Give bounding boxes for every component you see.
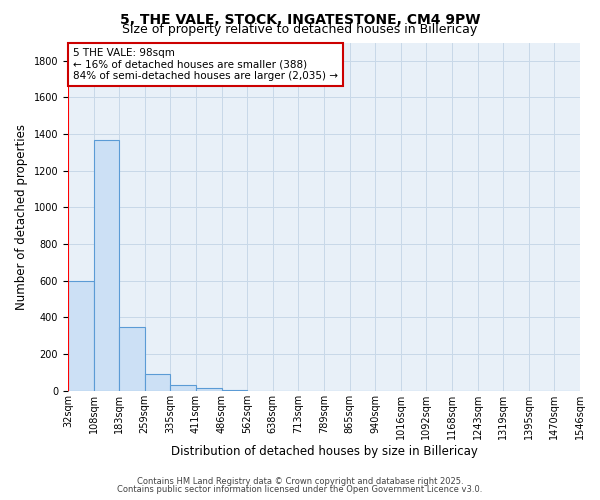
Bar [145,374,170,391]
Bar [221,390,247,391]
Bar [170,386,196,391]
Text: 5, THE VALE, STOCK, INGATESTONE, CM4 9PW: 5, THE VALE, STOCK, INGATESTONE, CM4 9PW [120,12,480,26]
Text: 5 THE VALE: 98sqm
← 16% of detached houses are smaller (388)
84% of semi-detache: 5 THE VALE: 98sqm ← 16% of detached hous… [73,48,338,81]
Bar [68,281,94,391]
Text: Contains public sector information licensed under the Open Government Licence v3: Contains public sector information licen… [118,484,482,494]
Bar [94,140,119,391]
Y-axis label: Number of detached properties: Number of detached properties [15,124,28,310]
Text: Size of property relative to detached houses in Billericay: Size of property relative to detached ho… [122,24,478,36]
Bar [119,326,145,391]
Text: Contains HM Land Registry data © Crown copyright and database right 2025.: Contains HM Land Registry data © Crown c… [137,477,463,486]
X-axis label: Distribution of detached houses by size in Billericay: Distribution of detached houses by size … [170,444,478,458]
Bar [196,388,221,391]
